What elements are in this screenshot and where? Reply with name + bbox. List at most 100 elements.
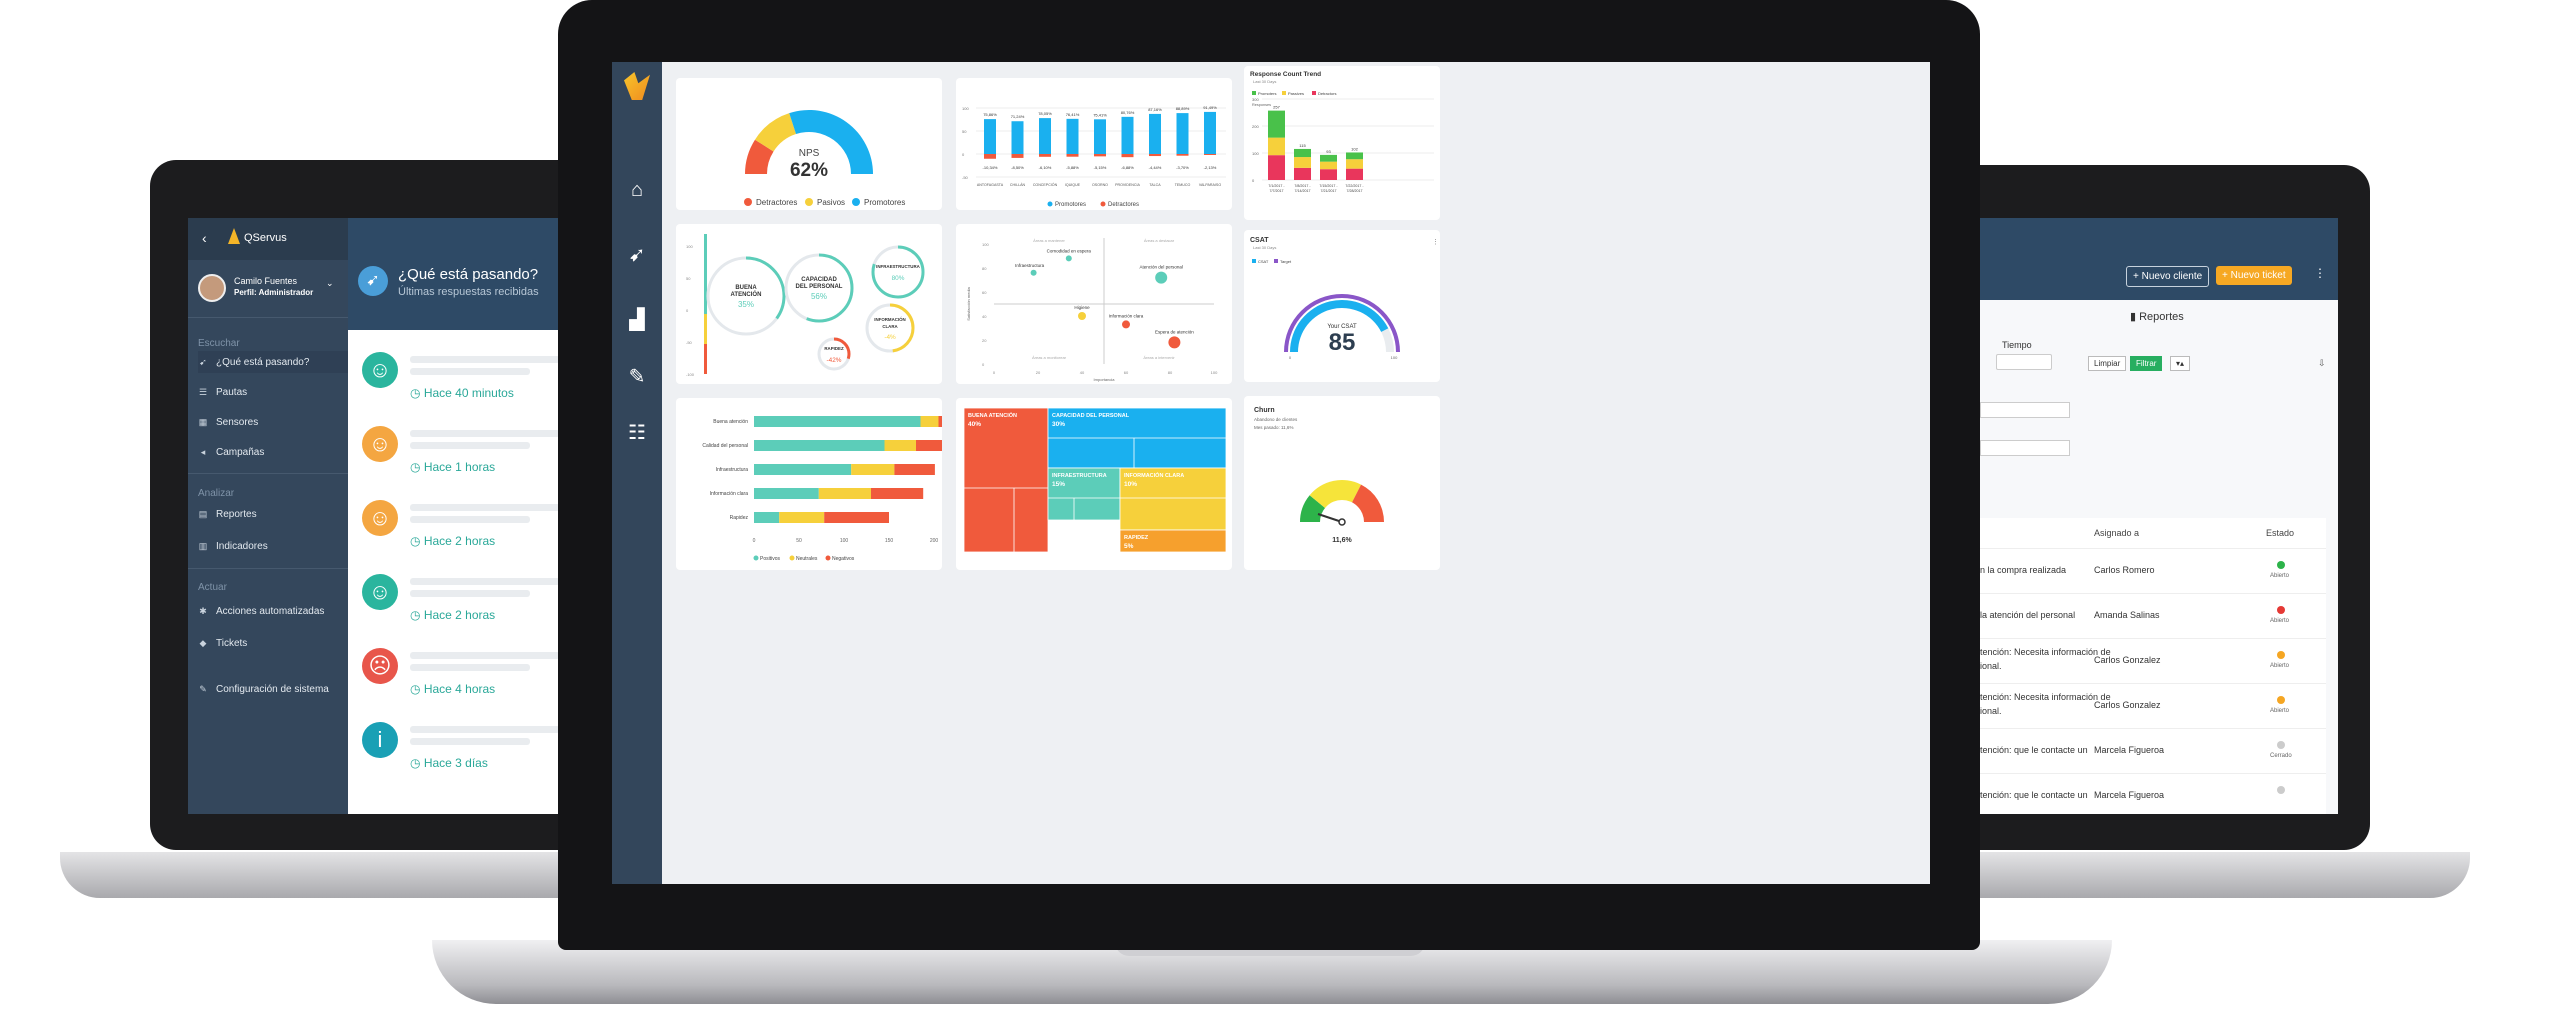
user-profile[interactable]: Camilo Fuentes Perfil: Administrador ⌄ [188,260,348,318]
clock-icon: ◷ [410,460,424,474]
divider [188,568,348,569]
bubble-label: CAPACIDAD [801,277,837,283]
legend-label: Detractors [1318,91,1336,96]
stack-promoters [1346,152,1363,160]
bar-detractores [1039,154,1051,157]
bar-label: -6,88% [1121,165,1134,170]
feed-item[interactable]: i ◷ Hace 3 días [362,722,560,782]
bar-positivos [754,512,780,523]
new-client-button[interactable]: + Nuevo cliente [2126,266,2210,287]
legend-label: Target [1280,259,1292,264]
sliders-icon[interactable]: ☷ [628,422,646,444]
ticket-icon[interactable]: ✎ [628,366,646,388]
scatter-point [1078,312,1086,320]
feed-item[interactable]: ☹ ◷ Hace 4 horas [362,648,560,708]
nav-que-pasa[interactable]: ➹ ¿Qué está pasando? [198,351,348,373]
filter-input-1[interactable] [1980,402,2070,418]
left-laptop-screen: ‹ QServus Camilo Fuentes Perfil: Adminis… [188,218,560,814]
chart-icon[interactable]: ▟ [629,309,645,331]
x-tick: 100 [840,538,849,544]
table-row[interactable]: la atención del personal Amanda Salinas … [1980,593,2326,638]
churn-gauge: Churn Abandono de clientes Mes pasado: 11,… [1254,407,1384,544]
status-badge: Abierto [2270,708,2290,714]
clear-button[interactable]: Limpiar [2088,356,2127,371]
y-tick: Información clara [710,491,749,497]
point-label: Higiene [1074,305,1090,310]
bar-label: 87,16% [1148,107,1162,112]
legend-swatch [825,555,831,561]
sort-button[interactable]: ▾▴ [2170,356,2191,371]
matrix-card: Áreas a mantener Áreas a destacar Áreas a … [956,224,1232,384]
nav-acciones[interactable]: ✱ Acciones automatizadas [199,605,325,617]
table-row[interactable]: n la compra realizada Carlos Romero Abie… [1980,548,2326,593]
table-row[interactable]: tención: Necesita información de ional. … [1980,683,2326,728]
treemap-label: CAPACIDAD DEL PERSONAL [1052,413,1130,419]
bar-negativos [824,512,889,523]
stack-detractors [1294,167,1311,180]
bubble-arc [784,253,854,323]
nav-sensores[interactable]: ▦ Sensores [198,416,259,428]
x-tick: 100 [1211,370,1218,375]
tiempo-select[interactable] [1996,354,2052,370]
dashboard-sidebar: ⌂ ➹ ▟ ✎ ☷ [612,62,662,884]
scale-bar [704,234,707,314]
y-tick: 100 [962,106,969,111]
table-row[interactable]: tención: que le contacte un Marcela Figu… [1980,728,2326,773]
nps-detractores-segment [745,139,774,174]
feed-item[interactable]: ☺ ◷ Hace 2 horas [362,500,560,560]
x-tick: 200 [930,538,939,544]
csat-card: CSAT Last 30 Days ⋮ CSAT Target Your CSAT 85 0 1… [1244,230,1440,382]
feed-item[interactable]: ☺ ◷ Hace 2 horas [362,574,560,634]
bar-label: -10,34% [983,165,998,170]
chevron-down-icon[interactable]: ⌄ [326,278,334,288]
bubble-label: INFORMACIÓN [874,317,905,322]
nav-indicadores[interactable]: ▥ Indicadores [198,540,268,552]
placeholder-bar [410,442,530,449]
new-ticket-button[interactable]: + Nuevo ticket [2216,266,2292,285]
status-badge: Abierto [2270,573,2290,579]
more-icon[interactable]: ⋮ [2314,266,2326,280]
legend-swatch [753,555,759,561]
table-row[interactable]: tención: Necesita información de ional. … [1980,638,2326,683]
x-tick: 7/8/2017 - [1294,184,1311,188]
feed-item[interactable]: ☺ ◷ Hace 40 minutos [362,352,560,412]
bar-detractores [1149,154,1161,157]
stack-promoters [1294,148,1311,158]
legend-swatch [1100,201,1106,207]
filter-input-2[interactable] [1980,440,2070,456]
bubble-value: 80% [892,275,905,282]
bar-detractores [1121,154,1134,158]
x-tick: 150 [885,538,894,544]
bar-detractores [984,154,996,159]
y-tick: -50 [962,175,969,180]
nav-tickets[interactable]: ◆ Tickets [199,637,248,649]
scale-bar [704,344,707,374]
feed-item[interactable]: ☺ ◷ Hace 1 horas [362,426,560,486]
treemap-label: INFRAESTRUCTURA [1052,473,1107,479]
y-tick: -50 [686,340,693,345]
nav-pautas[interactable]: ☰ Pautas [198,386,248,398]
legend-pasivos: Pasivos [817,198,845,207]
bar-negativos [938,416,950,427]
more-icon[interactable]: ⋮ [1432,239,1439,246]
back-icon[interactable]: ‹ [202,230,207,246]
bubble-value: -42% [827,357,842,364]
table-row[interactable]: tención: que le contacte un Marcela Figu… [1980,773,2326,814]
treemap-value: 40% [968,421,981,428]
nav-campanas[interactable]: ◂ Campañas [198,441,348,463]
x-tick-end: 7/14/2017 [1295,189,1311,193]
status-dot [2277,696,2285,704]
y-tick: Buena atención [713,419,748,425]
bird-icon[interactable]: ➹ [628,244,646,266]
home-icon[interactable]: ⌂ [630,179,644,201]
nav-reportes[interactable]: ▤ Reportes [198,508,257,520]
point-label: Espera de atención [1155,329,1194,334]
x-tick: 20 [1036,370,1041,375]
nav-config[interactable]: ✎ Configuración de sistema [199,683,329,695]
point-label: Atención del personal [1140,265,1183,270]
x-tick: TALCA [1149,183,1161,187]
download-icon[interactable]: ⇩ [2318,358,2326,368]
bar-promotores [1094,119,1106,154]
bird-icon: ➹ [358,266,388,296]
filter-button[interactable]: Filtrar [2130,356,2163,371]
